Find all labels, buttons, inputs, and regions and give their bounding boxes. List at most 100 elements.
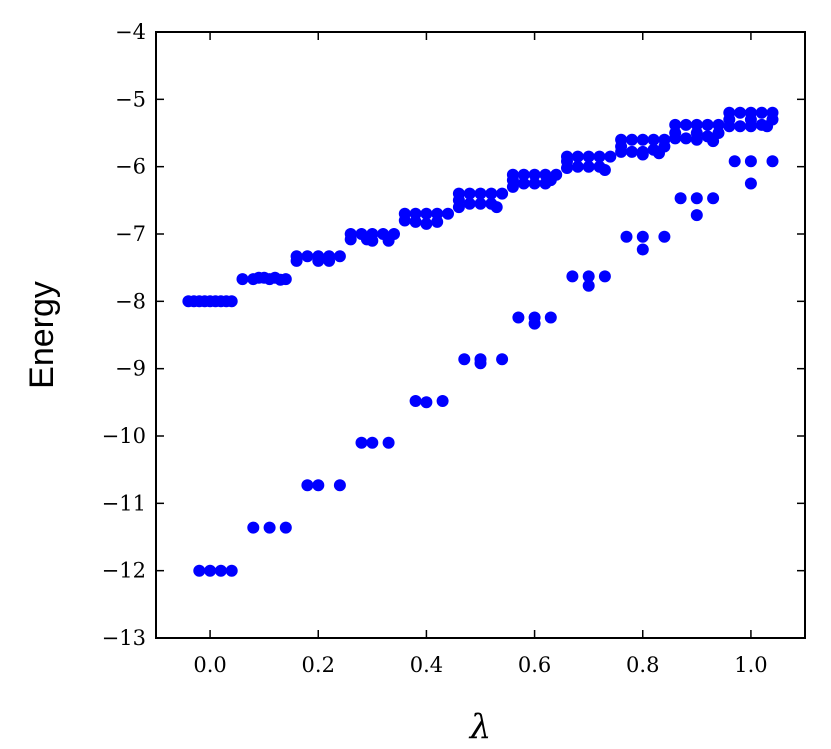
data-point — [582, 150, 595, 163]
data-point — [214, 564, 227, 577]
y-tick-label: −13 — [102, 626, 146, 650]
data-point — [766, 113, 779, 126]
data-point — [463, 187, 476, 200]
data-point — [593, 150, 606, 163]
data-point — [420, 207, 433, 220]
data-point — [490, 201, 503, 214]
data-point — [442, 207, 454, 220]
data-point — [744, 120, 757, 133]
data-point — [323, 254, 336, 267]
y-tick-label: −4 — [115, 20, 146, 44]
data-point — [431, 215, 444, 228]
data-point — [550, 168, 563, 181]
data-point — [301, 250, 314, 263]
data-point — [561, 162, 573, 174]
data-point — [723, 120, 736, 133]
data-point — [517, 168, 530, 181]
data-point — [744, 177, 757, 190]
data-point — [506, 180, 519, 193]
x-tick-label: 0.4 — [410, 653, 443, 677]
data-point — [604, 150, 617, 163]
y-tick-label: −8 — [115, 289, 146, 313]
data-point — [636, 243, 649, 256]
data-point — [344, 233, 357, 246]
data-point — [582, 270, 595, 283]
data-point — [512, 311, 525, 324]
data-point — [301, 479, 314, 492]
data-point — [680, 132, 692, 145]
data-points — [182, 106, 779, 577]
data-point — [647, 133, 660, 146]
data-point — [517, 177, 530, 190]
data-point — [728, 155, 741, 168]
data-point — [571, 160, 584, 173]
data-point — [615, 145, 628, 158]
data-point — [680, 118, 692, 131]
data-point — [598, 164, 611, 176]
data-point — [236, 273, 249, 286]
data-point — [496, 353, 509, 366]
data-point — [690, 192, 703, 205]
data-point — [366, 436, 379, 449]
data-point — [674, 192, 687, 205]
plot-frame — [155, 31, 806, 639]
data-point — [701, 118, 714, 131]
y-tick-label: −5 — [115, 87, 146, 111]
data-point — [528, 317, 541, 330]
data-point — [707, 192, 720, 205]
data-point — [528, 177, 541, 190]
data-point — [625, 133, 638, 146]
axis-ticks — [156, 31, 805, 639]
data-point — [766, 155, 779, 168]
data-point — [636, 230, 649, 243]
x-tick-label: 0.6 — [518, 653, 551, 677]
data-point — [598, 270, 611, 283]
data-point — [355, 436, 368, 449]
data-point — [636, 133, 649, 146]
y-axis-label: Energy — [23, 281, 61, 389]
data-point — [312, 479, 325, 492]
data-point — [755, 106, 768, 119]
x-axis-label: λ — [468, 707, 492, 747]
data-point — [625, 145, 638, 158]
data-point — [690, 133, 703, 146]
data-point — [734, 106, 747, 119]
y-tick-label: −6 — [115, 155, 146, 179]
data-point — [658, 140, 671, 153]
data-point — [225, 564, 238, 577]
y-tick-label: −10 — [102, 424, 146, 448]
data-point — [636, 148, 649, 161]
data-point — [420, 217, 433, 230]
data-point — [279, 273, 292, 286]
y-tick-label: −12 — [102, 559, 146, 583]
x-tick-label: 1.0 — [734, 653, 767, 677]
data-point — [620, 230, 633, 243]
data-point — [263, 521, 276, 534]
x-tick-label: 0.8 — [626, 653, 659, 677]
data-point — [712, 127, 725, 139]
data-point — [582, 279, 595, 292]
data-point — [496, 187, 509, 200]
data-point — [669, 132, 682, 145]
data-point — [388, 228, 400, 240]
data-point — [571, 150, 584, 163]
data-point — [528, 168, 541, 181]
data-point — [333, 479, 346, 492]
data-point — [409, 215, 422, 228]
data-point — [474, 357, 487, 370]
data-point — [544, 311, 557, 324]
axis-tick-labels: 0.0 0.2 0.4 0.6 0.8 1.0 −4 −5 −6 −7 −8 −9 −10 −11 −12 −… — [102, 20, 768, 677]
data-point — [458, 353, 471, 366]
y-tick-label: −7 — [115, 222, 146, 246]
x-tick-label: 0.2 — [302, 653, 335, 677]
x-tick-label: 0.0 — [193, 653, 226, 677]
data-point — [366, 234, 379, 247]
data-point — [420, 396, 433, 409]
data-point — [225, 295, 238, 308]
data-point — [658, 230, 671, 243]
data-point — [312, 254, 325, 267]
data-point — [690, 209, 703, 222]
data-point — [398, 214, 411, 227]
data-point — [247, 521, 260, 534]
